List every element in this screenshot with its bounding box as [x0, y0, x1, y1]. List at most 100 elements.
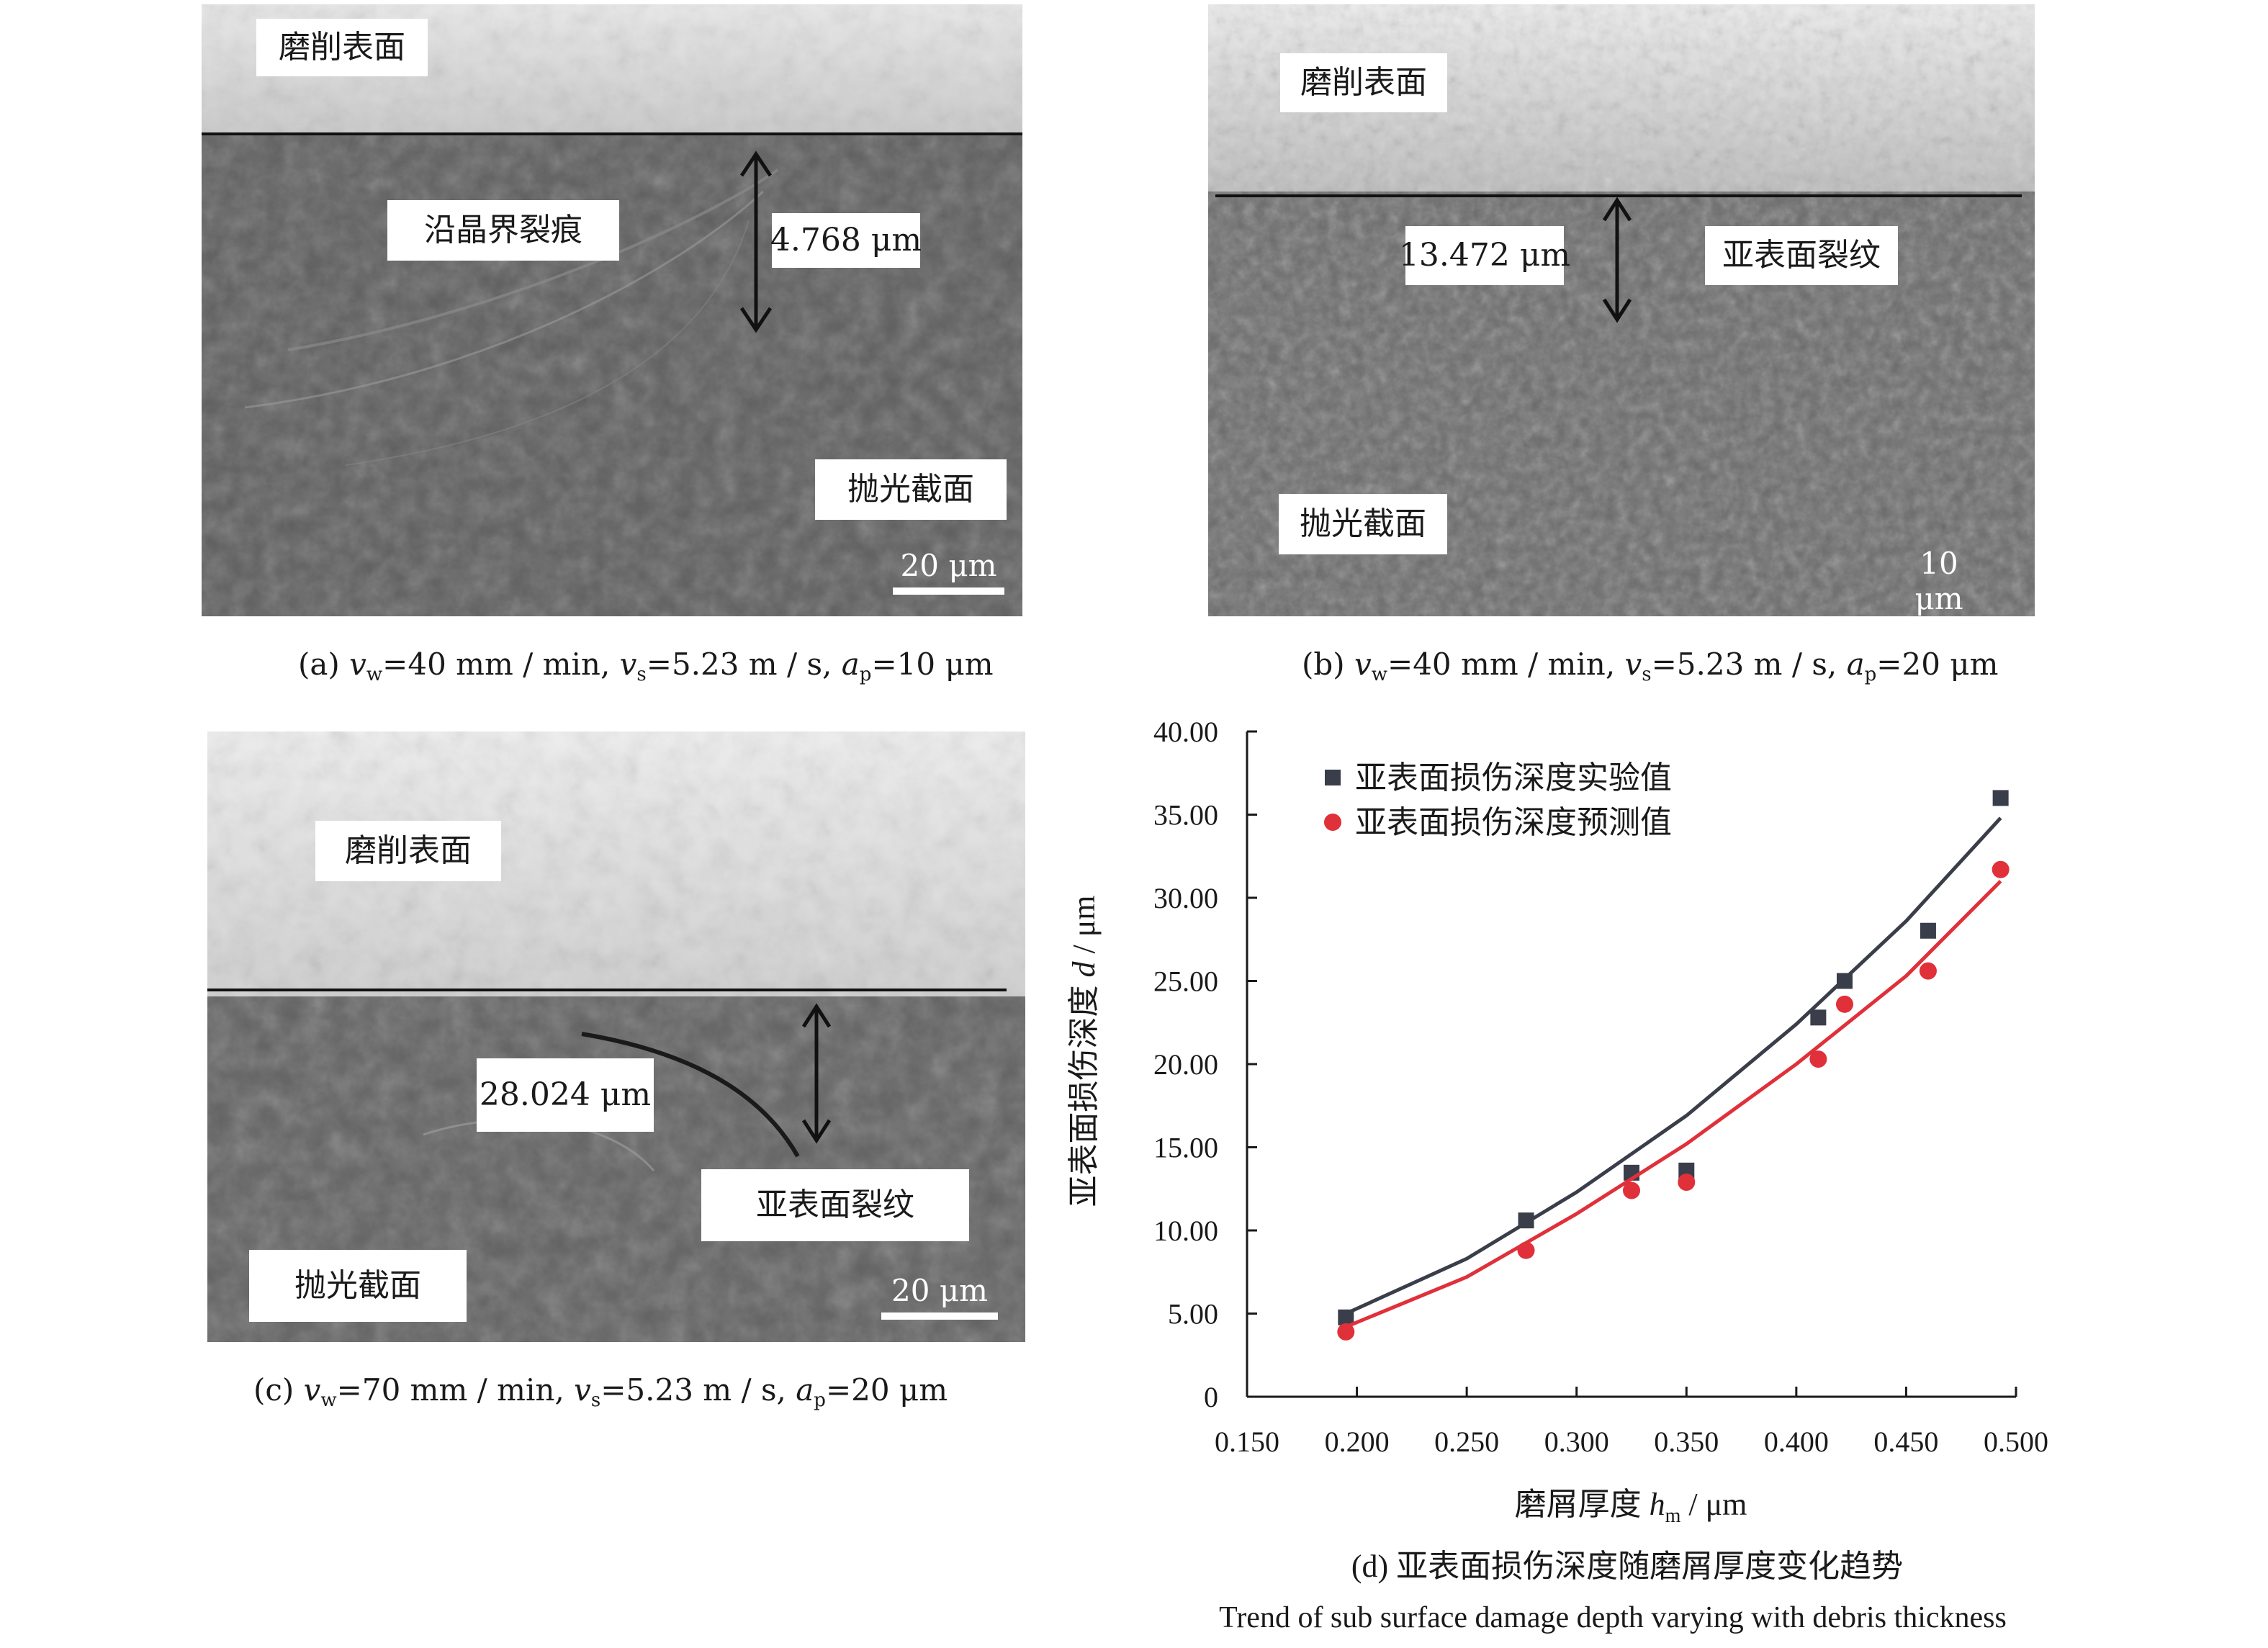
damage-depth-chart: 0.150 0.200 0.250 0.300 0.350 0.400 0.450 0.500…: [1066, 716, 2048, 1634]
caption-prefix: (a): [298, 647, 350, 682]
caption-prefix: (c): [253, 1372, 304, 1408]
scale-bar: 20 μm: [893, 548, 1004, 595]
var-v: v: [303, 1372, 321, 1408]
depth-arrow: [1602, 197, 1632, 323]
data-point-circle: [1919, 962, 1937, 980]
x-axis-label-unit: / μm: [1680, 1487, 1747, 1522]
var-a: a: [796, 1372, 814, 1408]
data-point-circle: [1835, 995, 1853, 1013]
sub-p: p: [1864, 664, 1877, 685]
y-axis-label-var: d: [1066, 961, 1102, 978]
caption-c: (c) vw=70 mm / min, vs=5.23 m / s, ap=20…: [253, 1372, 948, 1411]
caption-part: =5.23 m / s,: [646, 647, 842, 682]
x-axis-label-var: h: [1650, 1487, 1665, 1522]
legend-marker-square: [1325, 770, 1341, 785]
caption-b: (b) vw=40 mm / min, vs=5.23 m / s, ap=20…: [1302, 647, 1998, 685]
label-grain-boundary-crack: 沿晶界裂痕: [387, 200, 619, 261]
sub-w: w: [1371, 664, 1388, 685]
label-depth-value: 4.768 μm: [770, 213, 922, 268]
label-polished-section: 抛光截面: [249, 1250, 467, 1322]
var-v: v: [349, 647, 366, 682]
surface-boundary-line: [202, 132, 1022, 135]
data-point-circle: [1337, 1323, 1355, 1341]
y-axis-label-text: 亚表面损伤深度: [1066, 978, 1102, 1207]
x-tick-label: 0.150: [1215, 1426, 1279, 1458]
data-point-square: [1836, 973, 1853, 989]
caption-part: =5.23 m / s,: [600, 1372, 796, 1408]
data-point-circle: [1809, 1050, 1827, 1068]
fit-curve-1: [1345, 816, 2002, 1315]
sem-texture-a: [202, 4, 1022, 616]
data-point-square: [1338, 1309, 1354, 1325]
sub-s: s: [636, 664, 647, 685]
scale-bar-label: 10 μm: [1914, 546, 1963, 616]
label-grinding-surface: 磨削表面: [1280, 53, 1447, 112]
legend-marker-circle: [1324, 814, 1341, 831]
caption-a: (a) vw=40 mm / min, vs=5.23 m / s, ap=10…: [298, 647, 994, 685]
surface-boundary-line: [207, 989, 1007, 991]
data-point-square: [1992, 790, 2009, 806]
y-tick-label: 30.00: [1153, 882, 1218, 914]
data-point-square: [1678, 1162, 1695, 1179]
scale-bar: 20 μm: [881, 1273, 998, 1320]
x-tick-label: 0.500: [1984, 1426, 2048, 1458]
depth-arrow: [801, 1003, 832, 1144]
y-axis-label-unit: / μm: [1066, 895, 1102, 961]
chart-caption-en: Trend of sub surface damage depth varyin…: [1219, 1601, 2007, 1634]
var-v: v: [1354, 647, 1372, 682]
plot-area: 0.150 0.200 0.250 0.300 0.350 0.400 0.450 0.500…: [1153, 716, 2048, 1458]
y-tick-label: 20.00: [1153, 1048, 1218, 1081]
sem-image-b: 磨削表面 13.472 μm 亚表面裂纹 抛光截面 10 μm: [1208, 4, 2035, 616]
surface-boundary-line: [1215, 194, 2022, 197]
x-tick-label: 0.400: [1764, 1426, 1829, 1458]
y-tick-label: 0: [1204, 1381, 1218, 1413]
scale-bar-label: 20 μm: [900, 548, 997, 583]
caption-part: =10 μm: [871, 647, 994, 682]
sub-w: w: [320, 1390, 337, 1411]
data-point-square: [1518, 1212, 1534, 1229]
caption-part: =40 mm / min,: [1387, 647, 1625, 682]
sub-w: w: [366, 664, 383, 685]
data-point-circle: [1992, 860, 2010, 878]
data-point-square: [1920, 922, 1936, 939]
data-point-square: [1810, 1009, 1827, 1026]
label-grinding-surface: 磨削表面: [256, 19, 428, 76]
sem-image-a: 磨削表面 沿晶界裂痕 4.768 μm 抛光截面 20 μm: [202, 4, 1022, 616]
var-v: v: [574, 1372, 591, 1408]
x-axis-label-sub: m: [1665, 1505, 1681, 1527]
data-point-circle: [1678, 1174, 1696, 1192]
x-tick-label: 0.450: [1873, 1426, 1938, 1458]
caption-prefix: (b): [1302, 647, 1355, 682]
chart-caption-zh: (d) 亚表面损伤深度随磨屑厚度变化趋势: [1351, 1549, 1903, 1584]
depth-arrow: [739, 150, 773, 333]
label-depth-value: 28.024 μm: [477, 1058, 654, 1132]
var-v: v: [619, 647, 637, 682]
legend-label: 亚表面损伤深度预测值: [1355, 805, 1672, 840]
y-tick-label: 5.00: [1168, 1298, 1218, 1330]
x-tick-label: 0.350: [1654, 1426, 1719, 1458]
x-tick-label: 0.200: [1325, 1426, 1390, 1458]
scale-bar-label: 20 μm: [891, 1273, 988, 1308]
x-axis-label-text: 磨屑厚度: [1515, 1487, 1650, 1522]
x-axis-label: 磨屑厚度 hm / μm: [1515, 1487, 1747, 1527]
caption-part: =70 mm / min,: [336, 1372, 575, 1408]
fit-curve-2: [1345, 880, 2002, 1329]
y-tick-label: 40.00: [1153, 716, 1218, 748]
legend-label: 亚表面损伤深度实验值: [1355, 760, 1672, 796]
caption-part: =20 μm: [1876, 647, 1999, 682]
var-v: v: [1624, 647, 1642, 682]
label-depth-value: 13.472 μm: [1399, 226, 1570, 285]
sub-s: s: [1642, 664, 1652, 685]
y-tick-label: 25.00: [1153, 965, 1218, 998]
caption-part: =5.23 m / s,: [1651, 647, 1847, 682]
label-grinding-surface: 磨削表面: [315, 821, 501, 881]
sub-p: p: [814, 1390, 826, 1411]
var-a: a: [1846, 647, 1865, 682]
y-tick-label: 15.00: [1153, 1132, 1218, 1164]
x-tick-label: 0.250: [1434, 1426, 1499, 1458]
data-point-circle: [1517, 1241, 1535, 1259]
caption-part: =40 mm / min,: [382, 647, 620, 682]
data-point-circle: [1623, 1181, 1640, 1199]
sub-s: s: [590, 1390, 601, 1411]
y-axis-label: 亚表面损伤深度 d / μm: [1066, 895, 1102, 1207]
